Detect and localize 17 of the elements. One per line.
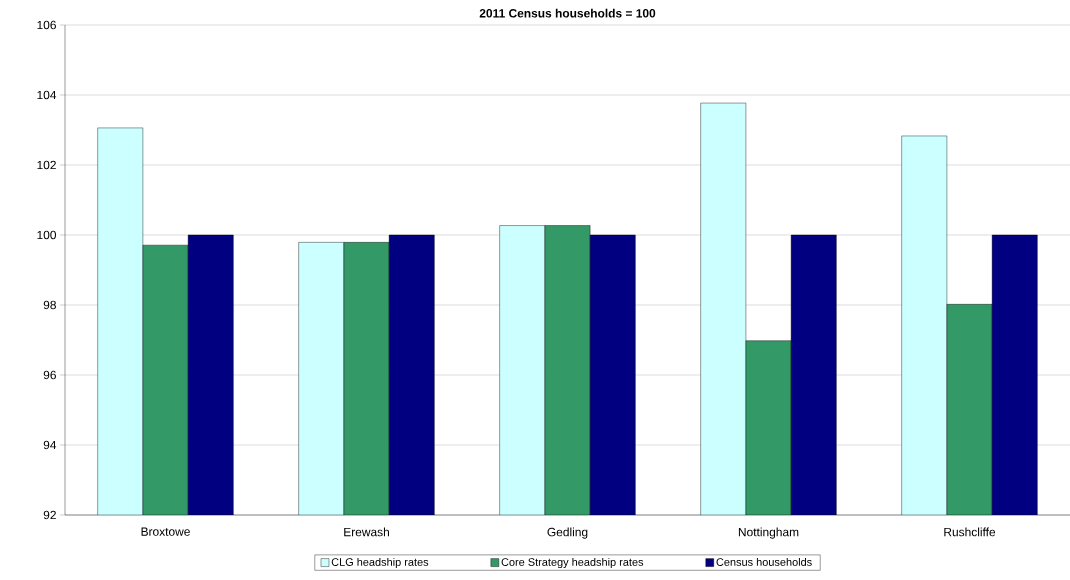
y-tick-label: 104 <box>37 90 57 100</box>
y-tick-label: 94 <box>43 440 57 450</box>
x-tick-label: Broxtowe <box>141 527 190 536</box>
x-tick-label: Erewash <box>344 527 389 537</box>
x-tick-label: Rushcliffe <box>944 527 996 537</box>
y-tick-label: 98 <box>43 300 56 310</box>
chart-title: 2011 Census households = 100 <box>479 8 656 18</box>
x-tick-label: Nottingham <box>738 527 799 539</box>
legend-label: Census households <box>716 557 812 566</box>
y-tick-label: 96 <box>43 370 56 380</box>
y-tick-label: 106 <box>37 20 56 30</box>
y-tick-label: 100 <box>37 230 57 240</box>
y-tick-label: 92 <box>43 510 56 520</box>
legend-label: Core Strategy headship rates <box>501 557 644 569</box>
y-tick-label: 102 <box>37 160 56 170</box>
x-tick-label: Gedling <box>547 527 588 539</box>
legend-label: CLG headship rates <box>331 557 429 569</box>
